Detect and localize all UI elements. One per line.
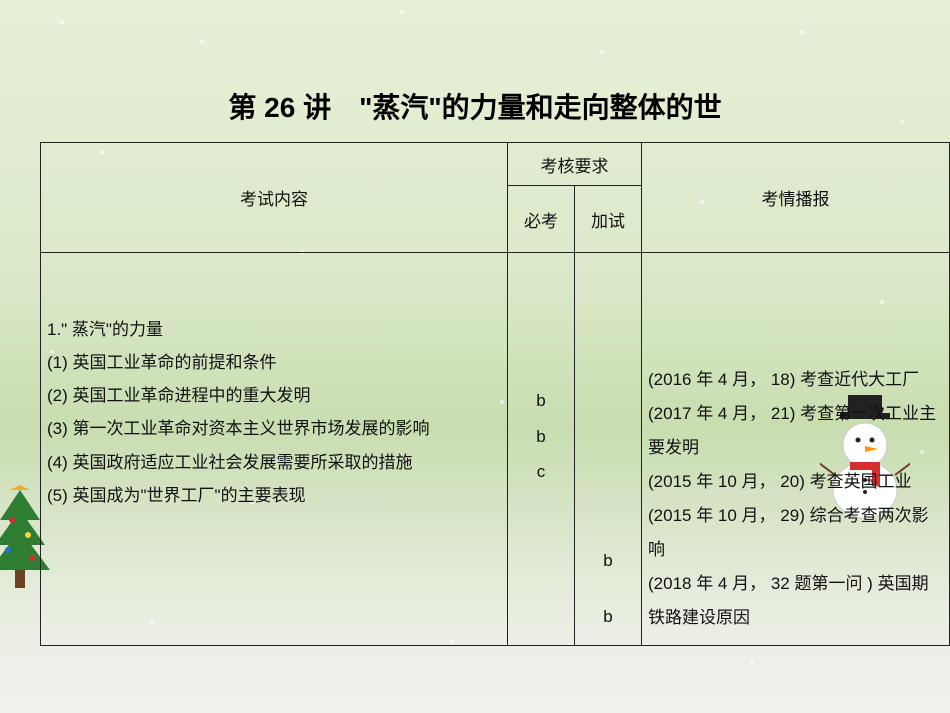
exam-history-cell: (2016 年 4 月， 18) 考查近代大工厂 (2017 年 4 月， 21… [642,253,950,646]
content-topics-cell: 1." 蒸汽"的力量 (1) 英国工业革命的前提和条件 (2) 英国工业革命进程… [41,253,508,646]
exam-history-item: (2018 年 4 月， 32 题第一问 ) 英国期铁路建设原因 [648,567,943,635]
topic-item: (4) 英国政府适应工业社会发展需要所采取的措施 [47,446,501,479]
header-required-exam: 必考 [508,186,575,253]
additional-levels-cell: b b [575,253,642,646]
exam-syllabus-table: 考试内容 考核要求 考情播报 必考 加试 1." 蒸汽"的力量 (1) 英国工业… [40,142,950,646]
header-exam-content: 考试内容 [41,143,508,253]
header-broadcast: 考情播报 [642,143,950,253]
level-value: b [583,599,633,635]
header-requirements: 考核要求 [508,143,642,186]
topic-item: (5) 英国成为"世界工厂"的主要表现 [47,479,501,512]
topic-heading: 1." 蒸汽"的力量 [47,313,501,346]
topic-item: (1) 英国工业革命的前提和条件 [47,346,501,379]
topic-item: (2) 英国工业革命进程中的重大发明 [47,379,501,412]
exam-history-item: (2017 年 4 月， 21) 考查第一次工业主要发明 [648,397,943,465]
level-value: b [516,383,566,419]
exam-history-item: (2015 年 10 月， 29) 综合考查两次影响 [648,499,943,567]
topic-item: (3) 第一次工业革命对资本主义世界市场发展的影响 [47,412,501,445]
header-additional-exam: 加试 [575,186,642,253]
level-value: b [516,419,566,455]
level-value: b [583,543,633,579]
exam-history-item: (2015 年 10 月， 20) 考查英国工业 [648,465,943,499]
level-value: c [516,454,566,490]
required-levels-cell: b b c [508,253,575,646]
lecture-title: 第 26 讲 "蒸汽"的力量和走向整体的世 [0,0,950,142]
exam-history-item: (2016 年 4 月， 18) 考查近代大工厂 [648,363,943,397]
